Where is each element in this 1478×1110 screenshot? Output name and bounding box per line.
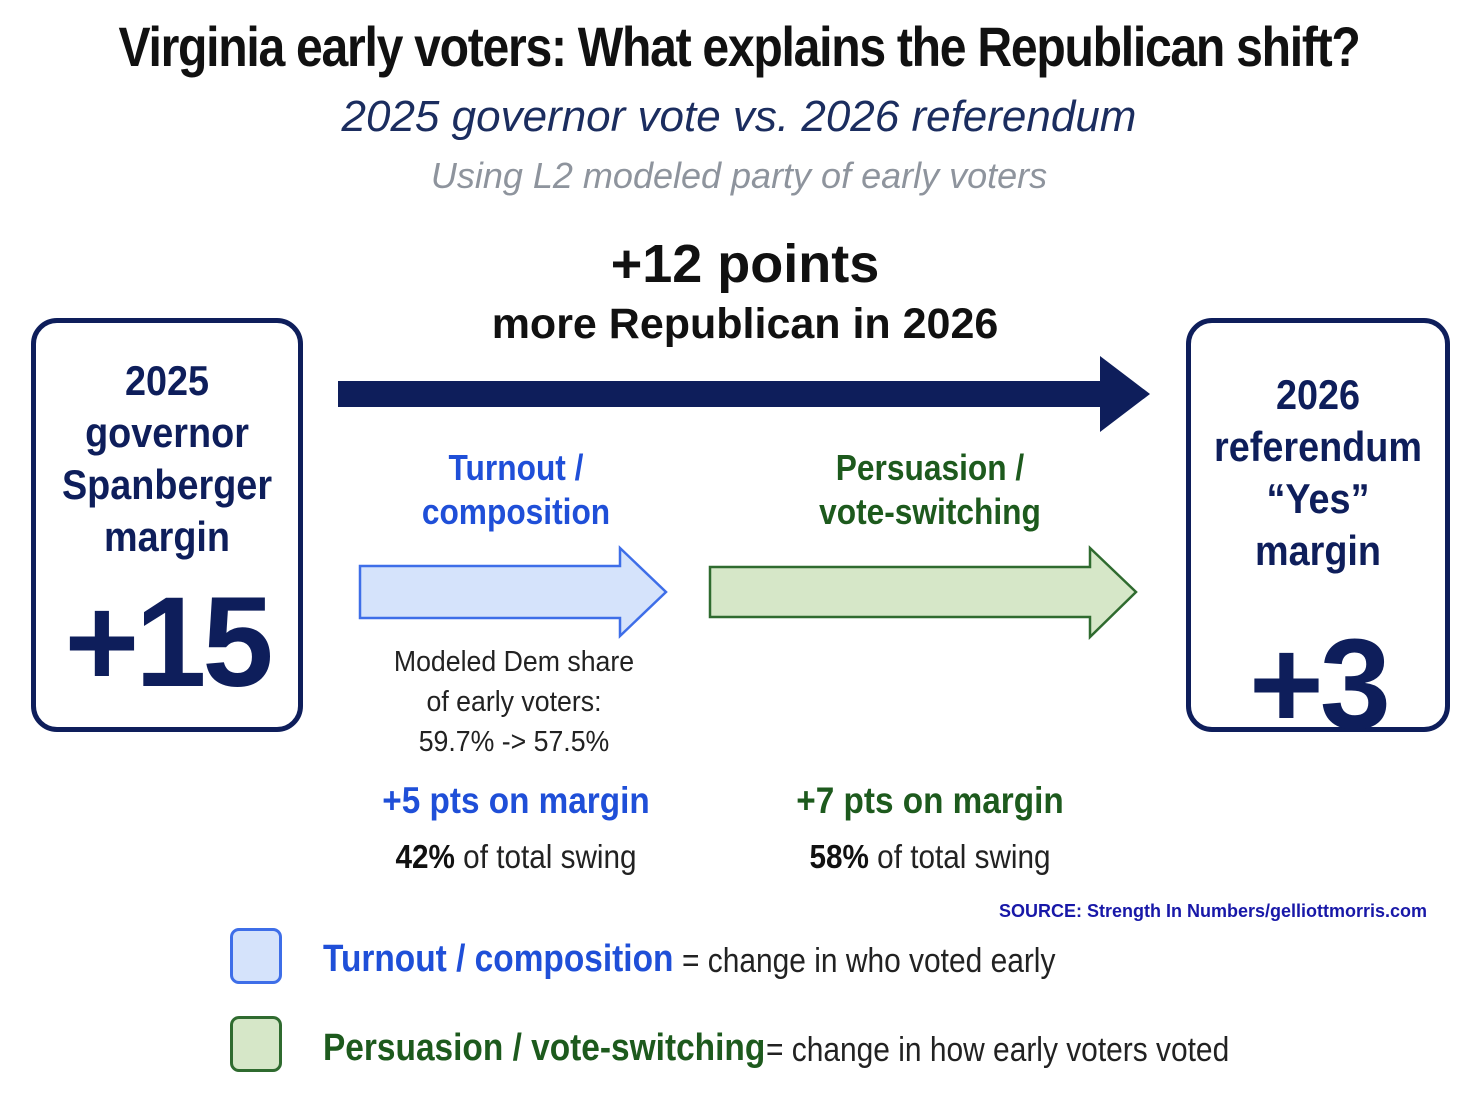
persuasion-arrow — [708, 545, 1138, 640]
legend-swatch-persuasion — [230, 1016, 282, 1072]
turnout-title-line: Turnout / — [448, 447, 584, 488]
turnout-title: Turnout / composition — [393, 446, 639, 534]
dem-share-detail: Modeled Dem share of early voters: 59.7%… — [358, 642, 671, 762]
box-label-line: referendum — [1214, 423, 1422, 470]
legend-swatch-turnout — [230, 928, 282, 984]
turnout-title-line: composition — [421, 491, 611, 532]
box-label-line: governor — [85, 409, 249, 456]
legend-term-turnout: Turnout / composition — [323, 938, 674, 980]
page-title: Virginia early voters: What explains the… — [118, 15, 1361, 78]
persuasion-title: Persuasion / vote-switching — [789, 446, 1071, 534]
dem-share-line: of early voters: — [426, 686, 602, 718]
persuasion-title-line: Persuasion / — [835, 447, 1025, 488]
turnout-arrow — [358, 545, 668, 639]
governor-margin-box: 2025 governor Spanberger margin +15 — [31, 318, 303, 732]
dem-share-line: Modeled Dem share — [393, 646, 635, 678]
box-label-line: margin — [103, 513, 231, 560]
source-credit: SOURCE: Strength In Numbers/gelliottmorr… — [998, 901, 1427, 921]
turnout-swing-text: of total swing — [463, 838, 637, 875]
turnout-swing-pct: 42% — [395, 838, 455, 875]
persuasion-swing-pct: 58% — [809, 838, 869, 875]
total-shift-arrow — [338, 356, 1150, 432]
box-label-line: Spanberger — [61, 461, 273, 508]
legend-term-persuasion: Persuasion / vote-switching — [323, 1027, 766, 1069]
box-label-line: 2025 — [124, 357, 210, 404]
persuasion-title-line: vote-switching — [819, 491, 1041, 532]
total-shift-value: +12 points — [610, 234, 880, 294]
dem-share-line: 59.7% -> 57.5% — [418, 726, 610, 758]
persuasion-swing-share: 58% of total swing — [777, 838, 1083, 876]
page-subtitle: 2025 governor vote vs. 2026 referendum — [341, 92, 1137, 141]
legend-desc-persuasion: = change in how early voters voted — [766, 1031, 1230, 1069]
turnout-swing-share: 42% of total swing — [363, 838, 669, 876]
methodology-note: Using L2 modeled party of early voters — [430, 155, 1048, 196]
box-label-line: “Yes” margin — [1254, 475, 1382, 574]
persuasion-swing-text: of total swing — [877, 838, 1051, 875]
legend-desc-turnout: = change in who voted early — [682, 942, 1056, 980]
persuasion-points: +7 pts on margin — [796, 780, 1064, 821]
referendum-margin-value: +3 — [1249, 613, 1391, 756]
governor-margin-value: +15 — [64, 571, 273, 714]
governor-margin-label: 2025 governor Spanberger margin — [49, 355, 285, 563]
box-label-line: 2026 — [1275, 371, 1361, 418]
referendum-margin-box: 2026 referendum “Yes” margin +3 — [1186, 318, 1450, 756]
referendum-margin-label: 2026 referendum “Yes” margin — [1204, 369, 1433, 577]
turnout-points: +5 pts on margin — [382, 780, 650, 821]
total-shift-label: more Republican in 2026 — [491, 300, 999, 348]
